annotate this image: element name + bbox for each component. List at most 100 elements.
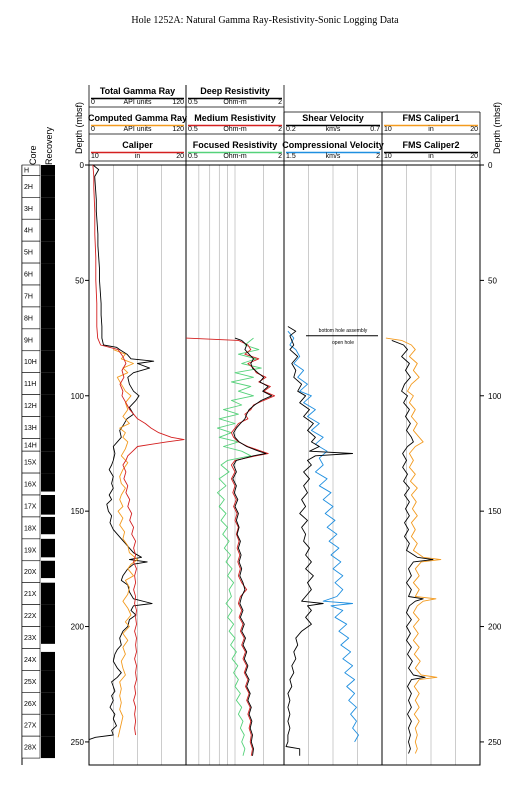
track-header-title: Computed Gamma Ray: [88, 113, 187, 123]
track-header-scale-max: 2: [278, 126, 282, 133]
track-header-scale-min: 0: [91, 99, 95, 106]
track-header-unit: API units: [123, 126, 152, 133]
core-label: 22X: [24, 613, 37, 620]
core-box: [21, 735, 41, 759]
annotation-open-hole: open hole: [332, 340, 354, 346]
track-header-unit: in: [135, 153, 141, 160]
recovery-bar: [41, 263, 55, 285]
recovery-bar: [41, 219, 55, 242]
recovery-bar: [41, 306, 55, 329]
core-boxes: H 2H 3H 4H 5H 6H 7H 8H 9H 10H 11H 12H 13H 14H 15X 16X 17…: [21, 164, 55, 765]
recovery-bar: [41, 197, 55, 220]
track-header-scale-max: 2: [376, 153, 380, 160]
track-header-group: Shear Velocity 0.2 km/s 0.7 Compressional Ve…: [282, 111, 384, 165]
track-header-unit: km/s: [326, 153, 341, 160]
recovery-bar: [41, 714, 55, 737]
recovery-bar: [41, 516, 55, 535]
track-header-group: Total Gamma Ray 0 API units 120 Computed Gam…: [88, 85, 187, 165]
track-header-scale-min: 0.5: [188, 153, 198, 160]
core-label: 21X: [24, 591, 37, 598]
right-depth-tick-label: 200: [488, 623, 502, 632]
recovery-bar: [41, 604, 55, 627]
log-tracks: bottom hole assembly open hole: [88, 164, 481, 766]
track-header-title: Focused Resistivity: [193, 140, 278, 150]
core-label: 24X: [24, 657, 37, 664]
track-header-title: Total Gamma Ray: [100, 86, 175, 96]
core-label: 14H: [24, 442, 37, 449]
track-header-unit: km/s: [326, 126, 341, 133]
core-column-label: Core: [28, 145, 38, 165]
recovery-bar: [41, 394, 55, 417]
core-label: 13H: [24, 425, 37, 432]
recovery-bar: [41, 451, 55, 474]
left-depth-tick-label: 0: [80, 161, 85, 170]
right-depth-ticks: 0 50 100 150 200 250: [480, 161, 502, 747]
series-line-total-gamma-ray: [88, 164, 155, 741]
recovery-bar: [41, 473, 55, 492]
track-header-scale-max: 0.7: [370, 126, 380, 133]
track-header-unit: API units: [123, 99, 152, 106]
core-column: Core Recovery H 2H 3H 4H 5H 6H 7H 8H 9H 10H 11H 12H…: [21, 126, 55, 765]
recovery-bar: [41, 285, 55, 307]
right-depth-tick-label: 0: [488, 161, 493, 170]
recovery-bar: [41, 692, 55, 715]
track-header-scale-min: 10: [91, 153, 99, 160]
core-label: 20X: [24, 569, 37, 576]
series-line-fms-caliper2: [391, 339, 434, 754]
track-header-scale-min: 0.5: [188, 126, 198, 133]
series-line-computed-gamma-ray: [113, 349, 138, 738]
track-header-scale-min: 10: [384, 126, 392, 133]
core-label: 7H: [24, 293, 33, 300]
left-depth-tick-label: 50: [75, 276, 84, 285]
track-header-scale-min: 0.2: [286, 126, 296, 133]
track: bottom hole assembly open hole: [283, 164, 383, 766]
recovery-bar: [41, 736, 55, 759]
track-header-scale-max: 20: [470, 153, 478, 160]
recovery-bar: [41, 241, 55, 264]
core-label: 10H: [24, 359, 37, 366]
series-line-focused-resistivity: [216, 337, 262, 756]
track-header-scale-max: 20: [176, 153, 184, 160]
core-label: H: [24, 168, 29, 175]
core-label: 25X: [24, 679, 37, 686]
core-label: 15X: [24, 460, 37, 467]
core-label: 9H: [24, 337, 33, 344]
track-header-scale-max: 20: [470, 126, 478, 133]
track-header-title: Compressional Velocity: [282, 140, 384, 150]
track: [88, 164, 187, 766]
track-header-title: Shear Velocity: [302, 113, 364, 123]
series-line-medium-resistivity: [185, 337, 276, 756]
track-header-unit: Ohm-m: [223, 126, 247, 133]
recovery-bar: [41, 582, 55, 605]
core-label: 4H: [24, 228, 33, 235]
core-label: 18X: [24, 525, 37, 532]
track-header-scale-min: 0.5: [188, 99, 198, 106]
track: [381, 164, 481, 766]
core-label: 5H: [24, 250, 33, 257]
recovery-bar: [41, 651, 55, 671]
recovery-bar: [41, 495, 55, 515]
track-header-scale-min: 0: [91, 126, 95, 133]
recovery-bar: [41, 626, 55, 644]
recovery-bar: [41, 416, 55, 439]
core-label: 6H: [24, 272, 33, 279]
track-header-scale-max: 2: [278, 153, 282, 160]
right-depth-tick-label: 150: [488, 507, 502, 516]
left-depth-tick-label: 250: [71, 738, 85, 747]
recovery-bar: [41, 438, 55, 452]
right-depth-axis-label: Depth (mbsf): [492, 102, 502, 154]
right-depth-axis: Depth (mbsf) 0 50 100 150 200 250: [480, 102, 502, 747]
left-depth-ticks: 0 50 100 150 200 250: [71, 161, 89, 747]
left-depth-axis-label: Depth (mbsf): [74, 102, 84, 154]
core-label: 2H: [24, 184, 33, 191]
track-header-scale-min: 10: [384, 153, 392, 160]
series-line-deep-resistivity: [232, 337, 273, 756]
page-title: Hole 1252A: Natural Gamma Ray-Resistivit…: [131, 15, 399, 26]
series-line-fms-caliper1: [385, 337, 442, 754]
recovery-bar: [41, 350, 55, 373]
core-label: 26X: [24, 701, 37, 708]
series-line-compressional-velocity: [287, 330, 359, 743]
track-header-scale-max: 120: [172, 126, 184, 133]
right-depth-tick-label: 100: [488, 392, 502, 401]
